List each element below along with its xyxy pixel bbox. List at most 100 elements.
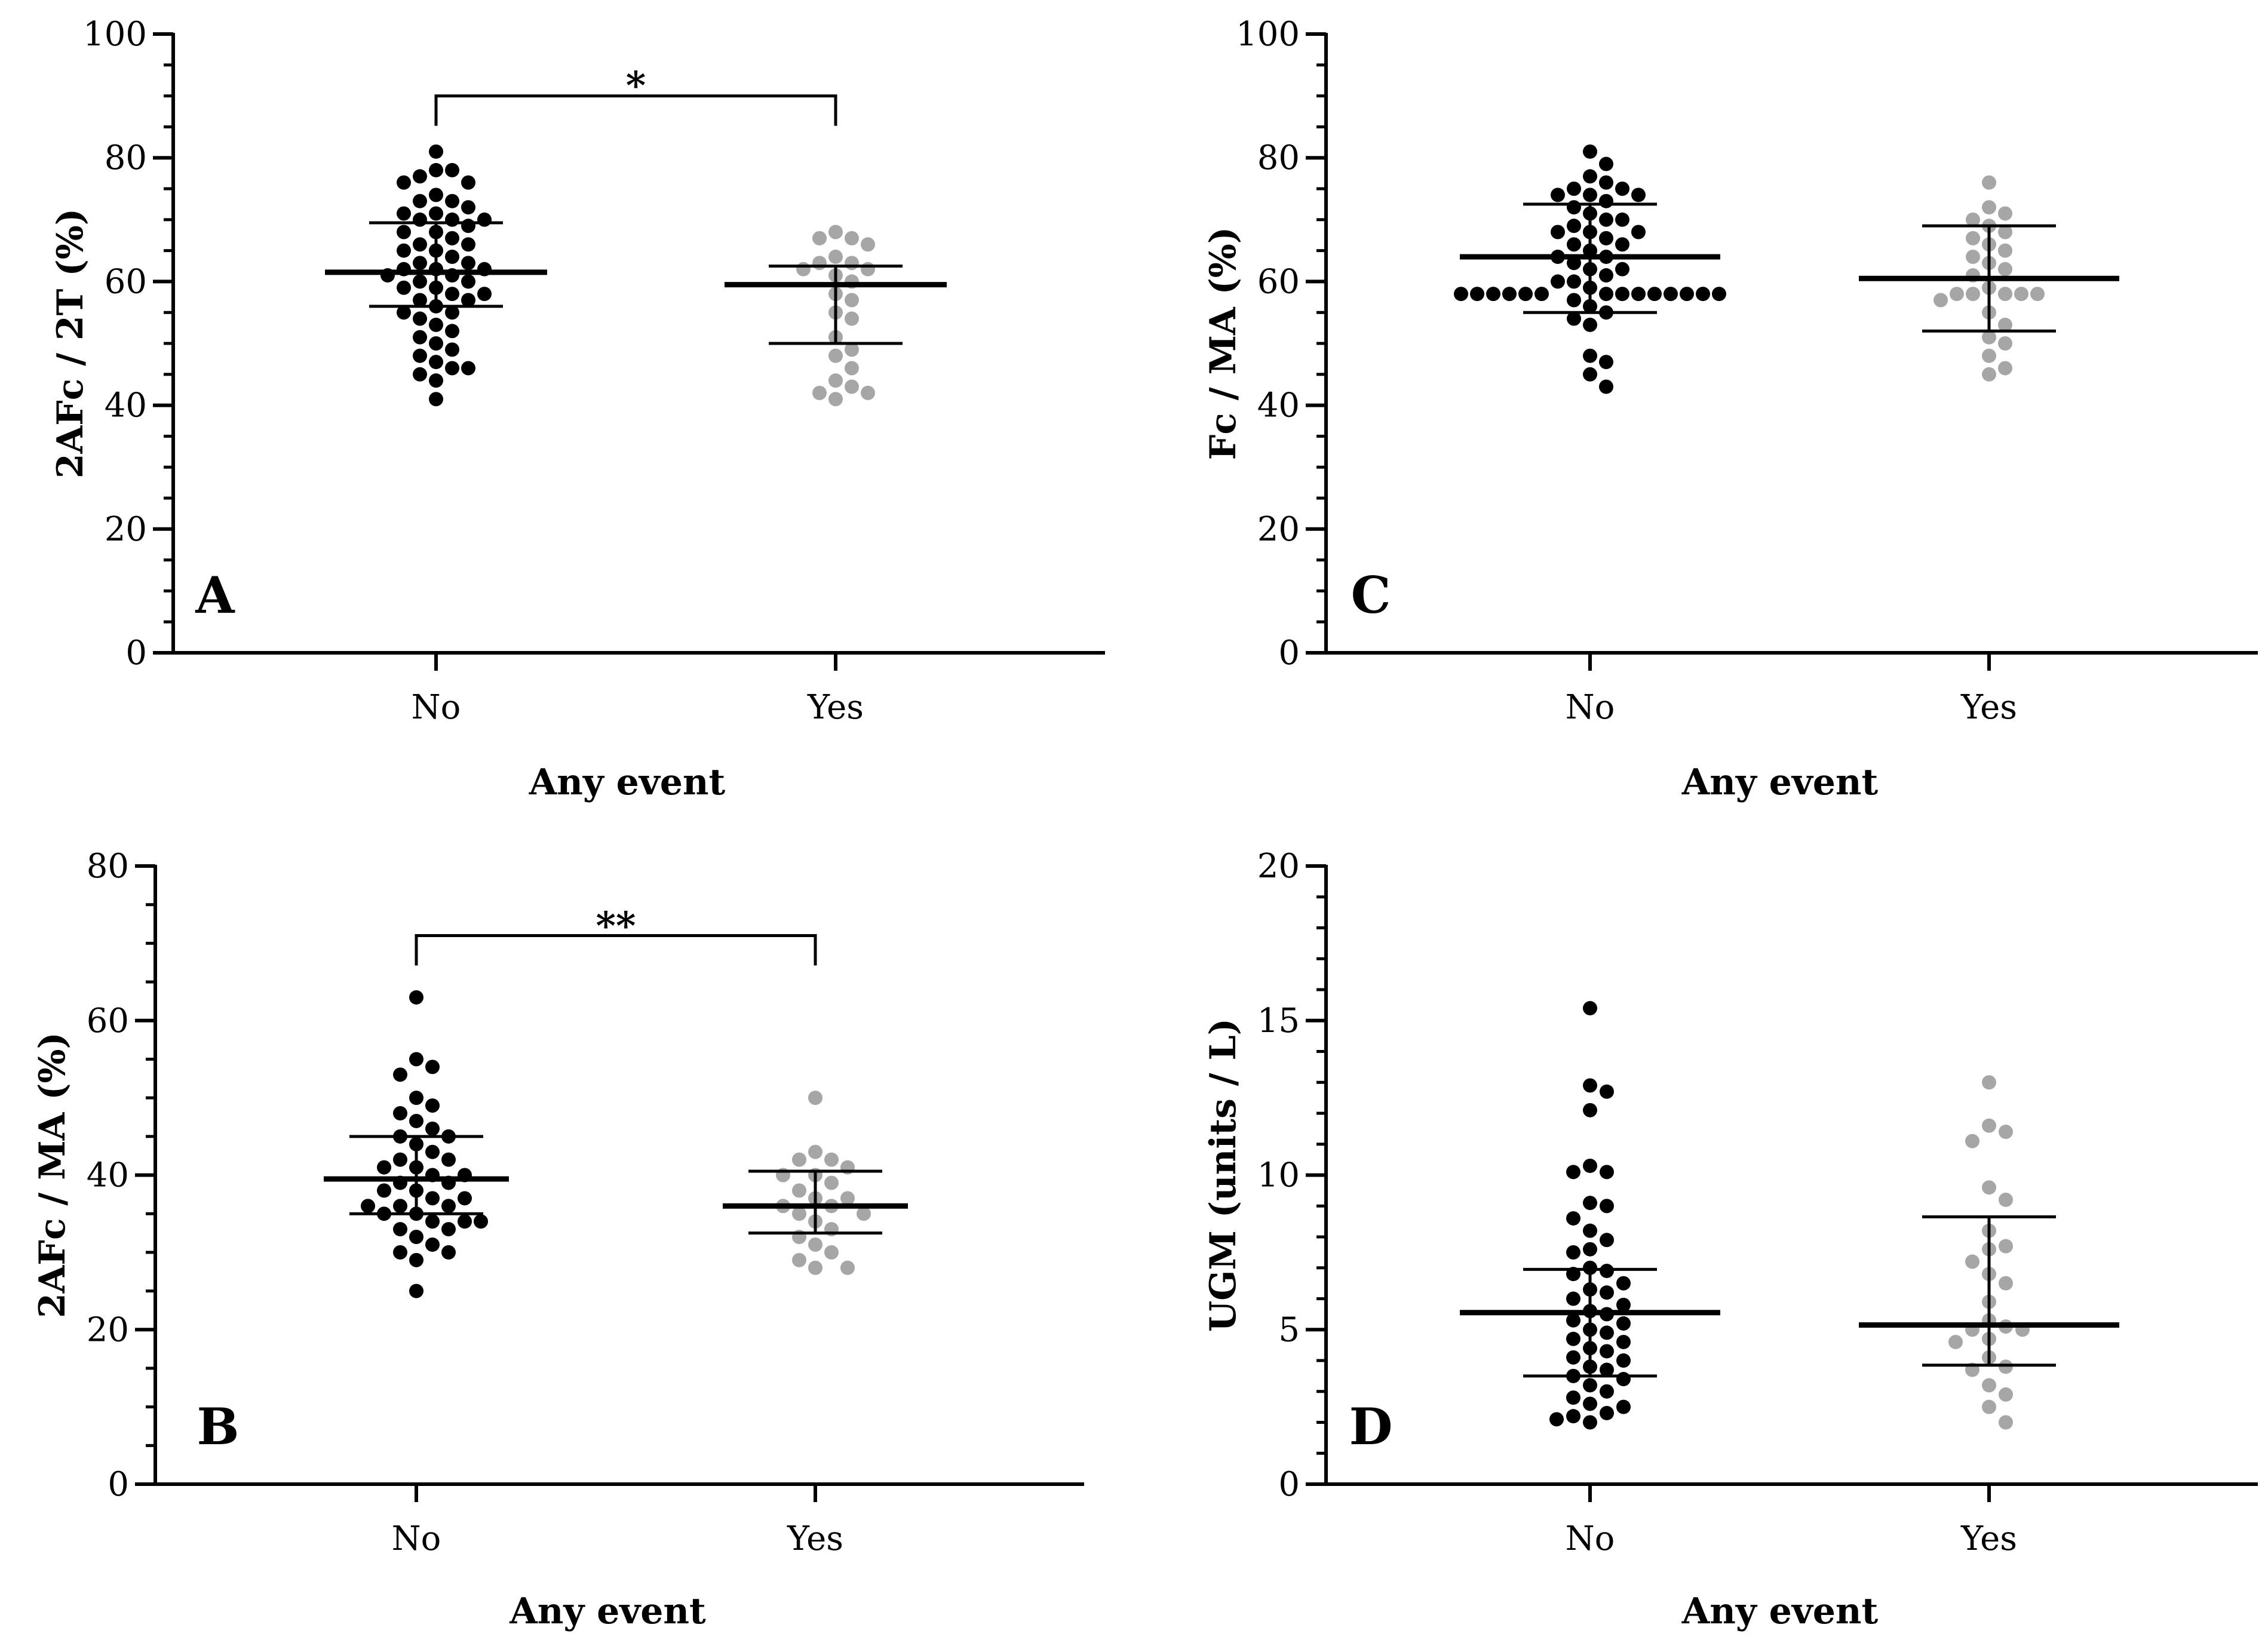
data-point	[808, 1091, 823, 1106]
data-point	[461, 219, 475, 234]
data-point	[1631, 287, 1646, 302]
x-tick-label: No	[412, 688, 461, 727]
x-tick-label: No	[392, 1519, 441, 1558]
data-point	[828, 225, 843, 239]
data-point	[1583, 348, 1597, 363]
data-point	[461, 175, 475, 190]
y-tick-label: 5	[1278, 1310, 1300, 1349]
data-point	[1600, 1405, 1614, 1420]
data-point	[429, 392, 443, 407]
data-point	[845, 293, 859, 308]
data-point	[845, 231, 859, 245]
data-point	[845, 361, 859, 376]
data-point	[1551, 188, 1565, 202]
data-point	[1599, 379, 1613, 394]
data-point	[1549, 1412, 1564, 1427]
data-point	[393, 1222, 407, 1237]
data-point	[1998, 361, 2012, 376]
data-point	[1566, 1390, 1580, 1405]
data-point	[828, 373, 843, 388]
data-point	[445, 194, 459, 208]
y-tick-label: 100	[83, 15, 147, 54]
panel-c: 0 20 40 60 80 100 No Yes Any event Fc / MA (%) C	[1202, 15, 2258, 803]
x-tick-label: No	[1566, 1519, 1615, 1558]
data-point	[1966, 231, 1980, 245]
data-point	[413, 367, 427, 382]
data-point	[861, 237, 875, 252]
y-tick-label: 0	[1278, 1465, 1300, 1504]
data-point	[1567, 200, 1581, 215]
data-point	[377, 1160, 391, 1175]
data-point	[828, 249, 843, 264]
data-point	[377, 1183, 391, 1198]
data-point	[845, 379, 859, 394]
data-point	[845, 342, 859, 357]
data-point	[808, 1260, 823, 1275]
data-point	[1583, 1415, 1597, 1430]
data-point	[1616, 1297, 1631, 1312]
data-point	[413, 348, 427, 363]
data-point	[445, 305, 459, 320]
data-point	[1583, 1103, 1597, 1117]
data-point	[1615, 262, 1629, 277]
data-point	[429, 373, 443, 388]
data-point	[461, 237, 475, 252]
data-point	[808, 1144, 823, 1159]
data-point	[1999, 1192, 2013, 1207]
data-point	[1616, 1399, 1631, 1414]
data-point	[1566, 1245, 1580, 1260]
data-point	[409, 1252, 423, 1267]
data-point	[1998, 243, 2012, 258]
data-point	[1998, 225, 2012, 239]
data-point	[1518, 287, 1533, 302]
data-point	[413, 194, 427, 208]
y-tick-label: 60	[105, 262, 147, 301]
data-point	[429, 317, 443, 332]
data-point	[461, 200, 475, 215]
data-point	[413, 274, 427, 289]
data-point	[1566, 1350, 1580, 1365]
data-point	[445, 231, 459, 245]
data-point	[1454, 287, 1468, 302]
panel-letter: C	[1351, 566, 1391, 625]
data-point	[1599, 268, 1613, 283]
data-point	[1616, 1372, 1631, 1387]
data-point	[425, 1121, 440, 1136]
data-point	[857, 1206, 871, 1221]
data-point	[1567, 311, 1581, 326]
data-point	[1998, 262, 2012, 277]
data-point	[828, 392, 843, 407]
data-point	[1566, 1291, 1580, 1306]
data-point	[1600, 1285, 1614, 1300]
data-point	[1470, 287, 1484, 302]
data-point	[1615, 182, 1629, 196]
data-point	[1567, 182, 1581, 196]
panel-b: 0 20 40 60 80 No Yes Any event 2AFc / MA (%) B **	[32, 847, 1084, 1632]
data-point	[397, 280, 411, 295]
data-point	[808, 1237, 823, 1252]
y-axis-title: Fc / MA (%)	[1202, 227, 1244, 460]
data-point	[792, 1206, 806, 1221]
data-point	[1599, 194, 1613, 208]
data-point	[1583, 1260, 1597, 1275]
data-point	[1583, 1078, 1597, 1093]
data-point	[458, 1191, 472, 1206]
data-point	[409, 1052, 423, 1067]
data-point	[1583, 144, 1597, 159]
data-point	[441, 1199, 456, 1214]
data-point	[425, 1214, 440, 1229]
data-point	[1599, 355, 1613, 370]
data-point	[477, 212, 492, 227]
data-point	[1615, 212, 1629, 227]
data-point	[425, 1237, 440, 1252]
data-point	[1600, 1165, 1614, 1180]
data-point	[1534, 287, 1549, 302]
data-point	[1583, 1396, 1597, 1411]
y-tick-label: 0	[125, 634, 147, 673]
data-point	[1583, 1223, 1597, 1238]
data-point	[1583, 1196, 1597, 1211]
data-point	[474, 1214, 488, 1229]
data-point	[1696, 287, 1710, 302]
data-point	[1998, 317, 2012, 332]
data-point	[429, 162, 443, 177]
